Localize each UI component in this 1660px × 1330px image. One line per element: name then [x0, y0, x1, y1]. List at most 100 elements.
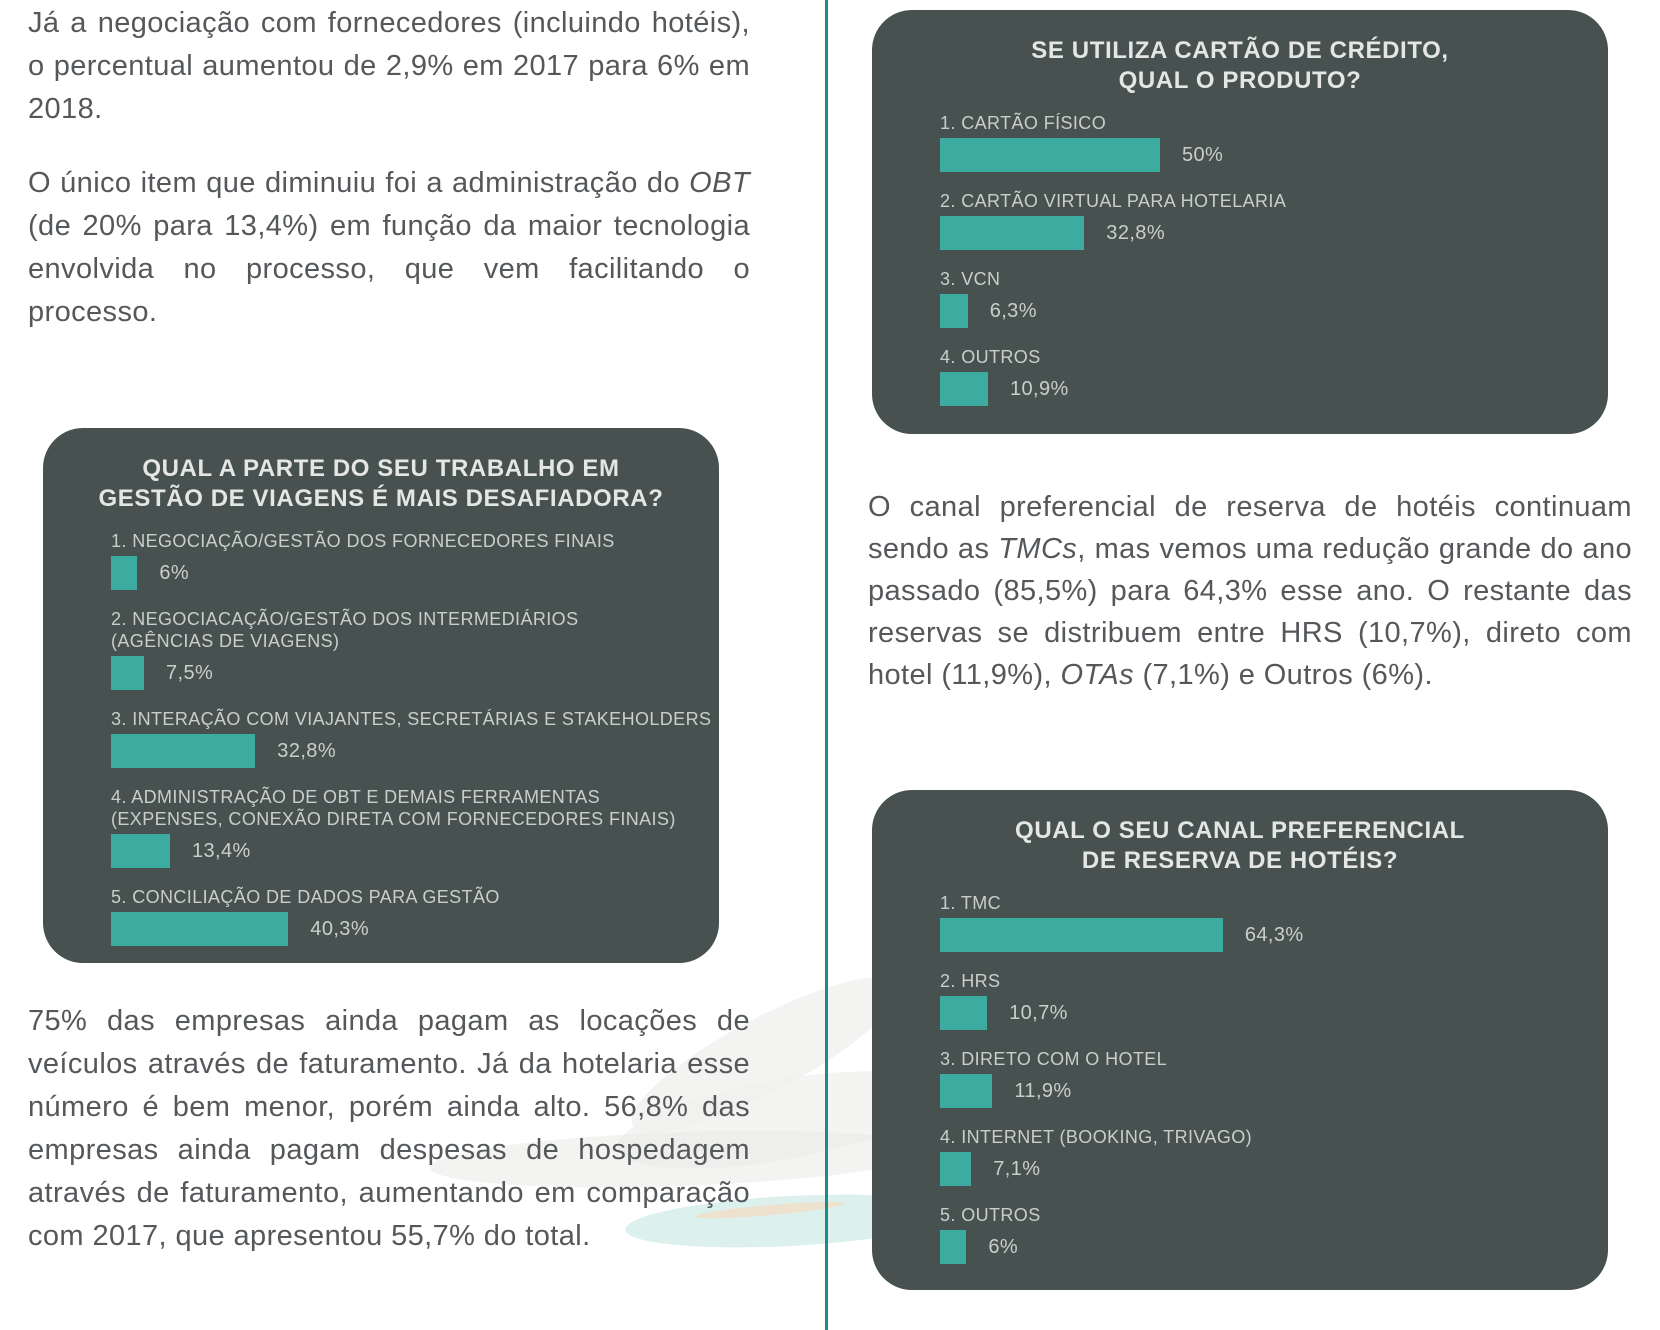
paragraph-canal-preferencial: O canal preferencial de reserva de hotéi…	[868, 486, 1632, 696]
chart-bar-row: 11,9%	[940, 1074, 1596, 1108]
chart-title-line: DE RESERVA DE HOTÉIS?	[1081, 847, 1399, 874]
chart-item-label: 4. OUTROS	[940, 347, 1041, 367]
chart-bar	[940, 1074, 993, 1108]
paragraph-faturamento: 75% das empresas ainda pagam as locações…	[28, 1000, 750, 1258]
chart-title-line: SE UTILIZA CARTÃO DE CRÉDITO,	[1031, 37, 1449, 64]
chart-item: 1. NEGOCIAÇÃO/GESTÃO DOS FORNECEDORES FI…	[111, 530, 707, 590]
chart-bar	[111, 912, 289, 946]
chart-bar-value: 40,3%	[310, 917, 370, 940]
panel-chart-work-challenge: QUAL A PARTE DO SEU TRABALHO EM GESTÃO D…	[43, 428, 719, 963]
chart-item: 1. TMC 64,3%	[940, 892, 1596, 952]
chart-bar	[111, 734, 256, 768]
chart-items-booking-channel: 1. TMC 64,3% 2. HRS 10,7% 3. DIRETO COM O HO…	[940, 892, 1596, 1264]
paragraph-segment: 75% das empresas ainda pagam as locações…	[28, 1005, 750, 1252]
chart-bar-value: 50%	[1182, 143, 1224, 166]
paragraph-segment: O canal preferencial de reserva de hotéi…	[868, 491, 1632, 565]
chart-item: 2. CARTÃO VIRTUAL PARA HOTELARIA 32,8%	[940, 190, 1596, 250]
panel-chart-credit-card: SE UTILIZA CARTÃO DE CRÉDITO, QUAL O PRO…	[872, 10, 1608, 434]
chart-bar	[111, 556, 138, 590]
chart-item: 2. HRS 10,7%	[940, 970, 1596, 1030]
chart-item-label: 2. CARTÃO VIRTUAL PARA HOTELARIA	[940, 191, 1287, 211]
chart-bar	[940, 294, 968, 328]
chart-bar	[111, 834, 170, 868]
paragraph-segment: (7,1%) e Outros (6%).	[1134, 659, 1433, 691]
chart-bar-row: 6%	[111, 556, 707, 590]
chart-bar-row: 6%	[940, 1230, 1596, 1264]
chart-title-line: QUAL O SEU CANAL PREFERENCIAL	[1015, 817, 1465, 844]
chart-bar-value: 10,7%	[1009, 1001, 1068, 1024]
chart-bar-value: 64,3%	[1244, 923, 1304, 946]
chart-bar-value: 11,9%	[1014, 1079, 1072, 1102]
chart-bar-value: 10,9%	[1010, 377, 1069, 400]
chart-bar-row: 6,3%	[940, 294, 1596, 328]
chart-bar	[940, 138, 1160, 172]
chart-item: 3. DIRETO COM O HOTEL 11,9%	[940, 1048, 1596, 1108]
chart-item-label: 3. INTERAÇÃO COM VIAJANTES, SECRETÁRIAS …	[111, 709, 712, 729]
chart-bar	[940, 216, 1085, 250]
chart-item-label: 2. NEGOCIACAÇÃO/GESTÃO DOS INTERMEDIÁRIO…	[111, 609, 579, 651]
chart-item: 2. NEGOCIACAÇÃO/GESTÃO DOS INTERMEDIÁRIO…	[111, 608, 707, 690]
chart-title-line: QUAL O PRODUTO?	[1118, 67, 1362, 94]
paragraph-segment: O único item que diminuiu foi a administ…	[28, 167, 690, 199]
chart-item: 3. INTERAÇÃO COM VIAJANTES, SECRETÁRIAS …	[111, 708, 712, 768]
chart-item-label: 1. TMC	[940, 893, 1002, 913]
chart-bar	[940, 372, 988, 406]
chart-bar-row: 10,7%	[940, 996, 1596, 1030]
chart-item-label: 4. ADMINISTRAÇÃO DE OBT E DEMAIS FERRAME…	[111, 787, 676, 829]
chart-title-line: QUAL A PARTE DO SEU TRABALHO EM	[142, 455, 620, 482]
chart-bar	[111, 656, 144, 690]
chart-item: 5. OUTROS 6%	[940, 1204, 1596, 1264]
paragraph-segment: OTAs	[1060, 659, 1135, 691]
chart-bar	[940, 1230, 967, 1264]
paragraph-segment: (de 20% para 13,4%) em função da maior t…	[28, 210, 750, 328]
chart-items-work-challenge: 1. NEGOCIAÇÃO/GESTÃO DOS FORNECEDORES FI…	[111, 530, 712, 946]
chart-bar-row: 7,1%	[940, 1152, 1596, 1186]
chart-bar-row: 40,3%	[111, 912, 707, 946]
chart-item-label: 3. VCN	[940, 269, 1001, 289]
chart-bar-value: 6,3%	[989, 299, 1037, 322]
chart-item-label: 1. CARTÃO FÍSICO	[940, 113, 1107, 133]
panel-chart-booking-channel: QUAL O SEU CANAL PREFERENCIAL DE RESERVA…	[872, 790, 1608, 1290]
chart-bar-row: 64,3%	[940, 918, 1596, 952]
chart-title: QUAL A PARTE DO SEU TRABALHO EM GESTÃO D…	[43, 428, 719, 514]
chart-bar-row: 32,8%	[111, 734, 707, 768]
chart-bar-row: 10,9%	[940, 372, 1596, 406]
chart-item: 3. VCN 6,3%	[940, 268, 1596, 328]
chart-item: 4. ADMINISTRAÇÃO DE OBT E DEMAIS FERRAME…	[111, 786, 707, 868]
chart-bar-value: 13,4%	[192, 839, 251, 862]
chart-item-label: 3. DIRETO COM O HOTEL	[940, 1049, 1168, 1069]
chart-item-label: 1. NEGOCIAÇÃO/GESTÃO DOS FORNECEDORES FI…	[111, 531, 615, 551]
chart-item-label: 2. HRS	[940, 971, 1001, 991]
chart-bar	[940, 918, 1223, 952]
paragraph-negociacao-fornecedores: Já a negociação com fornecedores (inclui…	[28, 2, 750, 131]
column-divider-line	[825, 0, 828, 1330]
chart-bar	[940, 996, 988, 1030]
paragraph-obt-administracao: O único item que diminuiu foi a administ…	[28, 162, 750, 334]
chart-item: 5. CONCILIAÇÃO DE DADOS PARA GESTÃO 40,3%	[111, 886, 707, 946]
chart-bar-row: 7,5%	[111, 656, 707, 690]
chart-item-label: 5. OUTROS	[940, 1205, 1041, 1225]
chart-item-label: 4. INTERNET (BOOKING, TRIVAGO)	[940, 1127, 1253, 1147]
chart-bar-row: 50%	[940, 138, 1596, 172]
chart-item: 4. OUTROS 10,9%	[940, 346, 1596, 406]
chart-items-credit-card: 1. CARTÃO FÍSICO 50% 2. CARTÃO VIRTUAL PAR…	[940, 112, 1596, 406]
paragraph-segment: , mas vemos uma redução grande do ano pa…	[868, 533, 1632, 691]
paragraph-segment: OBT	[689, 167, 750, 199]
chart-bar-row: 13,4%	[111, 834, 707, 868]
paragraph-segment: TMCs	[998, 533, 1078, 565]
chart-bar-value: 32,8%	[1106, 221, 1166, 244]
chart-item-label: 5. CONCILIAÇÃO DE DADOS PARA GESTÃO	[111, 887, 500, 907]
chart-bar-value: 6%	[988, 1235, 1019, 1258]
chart-bar-value: 7,5%	[166, 661, 214, 684]
chart-title: SE UTILIZA CARTÃO DE CRÉDITO, QUAL O PRO…	[872, 10, 1608, 96]
chart-bar-value: 7,1%	[993, 1157, 1041, 1180]
chart-bar	[940, 1152, 972, 1186]
chart-item: 4. INTERNET (BOOKING, TRIVAGO) 7,1%	[940, 1126, 1596, 1186]
chart-bar-value: 32,8%	[277, 739, 337, 762]
chart-bar-row: 32,8%	[940, 216, 1596, 250]
chart-bar-value: 6%	[159, 561, 190, 584]
chart-title-line: GESTÃO DE VIAGENS É MAIS DESAFIADORA?	[98, 485, 664, 512]
chart-item: 1. CARTÃO FÍSICO 50%	[940, 112, 1596, 172]
chart-title: QUAL O SEU CANAL PREFERENCIAL DE RESERVA…	[872, 790, 1608, 876]
